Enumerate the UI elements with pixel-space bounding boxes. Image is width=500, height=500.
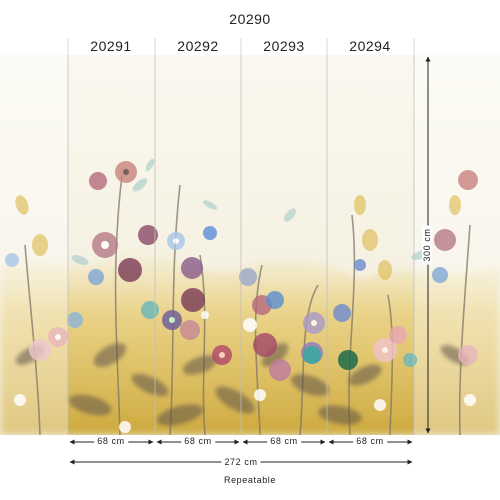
panel-width-1: 68 cm <box>94 436 128 446</box>
stems <box>24 174 471 435</box>
height-label: 300 cm <box>422 225 432 265</box>
design-code-title: 20290 <box>229 11 271 27</box>
panel-width-2: 68 cm <box>181 436 215 446</box>
panel-code-2: 20292 <box>177 38 219 54</box>
flowers <box>5 161 478 433</box>
dark-foliage <box>15 343 470 426</box>
panel-seams <box>67 55 415 435</box>
yellow-leaves <box>15 195 461 280</box>
panel-code-1: 20291 <box>90 38 132 54</box>
ochre-wash <box>0 250 500 435</box>
total-width-label: 272 cm <box>221 457 261 467</box>
panel-code-4: 20294 <box>349 38 391 54</box>
panel-code-3: 20293 <box>263 38 305 54</box>
panel-width-3: 68 cm <box>267 436 301 446</box>
repeatable-note: Repeatable <box>223 475 277 485</box>
floral-mural-image <box>0 55 500 435</box>
panel-width-4: 68 cm <box>353 436 387 446</box>
header-seam-guides <box>67 38 415 55</box>
